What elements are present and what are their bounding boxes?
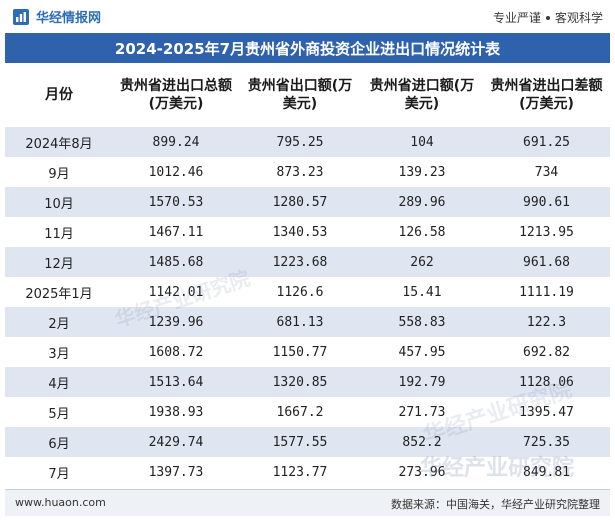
cell-total: 1239.96	[113, 307, 239, 337]
header-total: 贵州省进出口总额(万美元)	[113, 63, 239, 127]
brand-logo[interactable]: 华经情报网	[12, 7, 101, 26]
cell-export: 1340.53	[239, 217, 361, 247]
cell-export: 1123.77	[239, 457, 361, 487]
table-row: 9月 1012.46 873.23 139.23 734	[5, 157, 610, 187]
cell-month: 9月	[5, 157, 113, 187]
table-row: 7月 1397.73 1123.77 273.96 849.81	[5, 457, 610, 487]
cell-import: 139.23	[361, 157, 483, 187]
dot-separator-icon	[545, 15, 550, 20]
cell-month: 2月	[5, 307, 113, 337]
cell-total: 1485.68	[113, 247, 239, 277]
cell-balance: 734	[483, 157, 610, 187]
cell-month: 11月	[5, 217, 113, 247]
cell-balance: 1111.19	[483, 277, 610, 307]
cell-import: 104	[361, 127, 483, 157]
cell-export: 1126.6	[239, 277, 361, 307]
slogan: 专业严谨 客观科学	[493, 9, 603, 26]
table-header-row: 月份 贵州省进出口总额(万美元) 贵州省出口额(万美元) 贵州省进口额(万美元)…	[5, 63, 610, 127]
slogan-left: 专业严谨	[492, 11, 541, 25]
brand-name: 华经情报网	[36, 11, 102, 26]
header-balance: 贵州省进出口差额(万美元)	[483, 63, 610, 127]
table-row: 12月 1485.68 1223.68 262 961.68	[5, 247, 610, 277]
cell-import: 192.79	[361, 367, 483, 397]
cell-total: 1012.46	[113, 157, 239, 187]
cell-total: 899.24	[113, 127, 239, 157]
cell-export: 1280.57	[239, 187, 361, 217]
statistics-table: 月份 贵州省进出口总额(万美元) 贵州省出口额(万美元) 贵州省进口额(万美元)…	[5, 63, 610, 487]
cell-export: 795.25	[239, 127, 361, 157]
cell-balance: 725.35	[483, 427, 610, 457]
cell-import: 15.41	[361, 277, 483, 307]
table-row: 3月 1608.72 1150.77 457.95 692.82	[5, 337, 610, 367]
cell-total: 1467.11	[113, 217, 239, 247]
cell-total: 1570.53	[113, 187, 239, 217]
cell-export: 1667.2	[239, 397, 361, 427]
cell-month: 2025年1月	[5, 277, 113, 307]
cell-import: 271.73	[361, 397, 483, 427]
cell-total: 1608.72	[113, 337, 239, 367]
table-row: 5月 1938.93 1667.2 271.73 1395.47	[5, 397, 610, 427]
cell-month: 6月	[5, 427, 113, 457]
cell-import: 126.58	[361, 217, 483, 247]
table-body: 2024年8月 899.24 795.25 104 691.25 9月 1012.46 873…	[5, 127, 610, 487]
cell-export: 681.13	[239, 307, 361, 337]
table-row: 10月 1570.53 1280.57 289.96 990.61	[5, 187, 610, 217]
cell-import: 852.2	[361, 427, 483, 457]
cell-import: 457.95	[361, 337, 483, 367]
cell-export: 1320.85	[239, 367, 361, 397]
cell-export: 1150.77	[239, 337, 361, 367]
footer: www.huaon.com 数据来源：中国海关，华经产业研究院整理	[5, 489, 610, 516]
cell-balance: 849.81	[483, 457, 610, 487]
header-month: 月份	[5, 63, 113, 127]
cell-month: 10月	[5, 187, 113, 217]
table-row: 11月 1467.11 1340.53 126.58 1213.95	[5, 217, 610, 247]
cell-import: 273.96	[361, 457, 483, 487]
table-row: 4月 1513.64 1320.85 192.79 1128.06	[5, 367, 610, 397]
slogan-right: 客观科学	[554, 11, 603, 25]
cell-export: 873.23	[239, 157, 361, 187]
cell-export: 1577.55	[239, 427, 361, 457]
cell-balance: 1213.95	[483, 217, 610, 247]
footer-source: 数据来源：中国海关，华经产业研究院整理	[391, 498, 600, 511]
cell-balance: 990.61	[483, 187, 610, 217]
cell-balance: 692.82	[483, 337, 610, 367]
cell-total: 1397.73	[113, 457, 239, 487]
cell-import: 558.83	[361, 307, 483, 337]
header-import: 贵州省进口额(万美元)	[361, 63, 483, 127]
cell-month: 4月	[5, 367, 113, 397]
brand-logo-icon	[13, 8, 29, 25]
table-row: 6月 2429.74 1577.55 852.2 725.35	[5, 427, 610, 457]
cell-balance: 122.3	[483, 307, 610, 337]
table-row: 2025年1月 1142.01 1126.6 15.41 1111.19	[5, 277, 610, 307]
table-row: 2月 1239.96 681.13 558.83 122.3	[5, 307, 610, 337]
header-export: 贵州省出口额(万美元)	[239, 63, 361, 127]
cell-total: 1938.93	[113, 397, 239, 427]
cell-export: 1223.68	[239, 247, 361, 277]
footer-site-link[interactable]: www.huaon.com	[15, 496, 106, 509]
top-bar: 华经情报网 专业严谨 客观科学	[0, 0, 615, 33]
cell-balance: 1395.47	[483, 397, 610, 427]
cell-import: 289.96	[361, 187, 483, 217]
cell-total: 2429.74	[113, 427, 239, 457]
cell-total: 1513.64	[113, 367, 239, 397]
cell-total: 1142.01	[113, 277, 239, 307]
cell-month: 12月	[5, 247, 113, 277]
cell-month: 7月	[5, 457, 113, 487]
cell-month: 3月	[5, 337, 113, 367]
cell-balance: 691.25	[483, 127, 610, 157]
table-row: 2024年8月 899.24 795.25 104 691.25	[5, 127, 610, 157]
cell-import: 262	[361, 247, 483, 277]
cell-balance: 1128.06	[483, 367, 610, 397]
table-title: 2024-2025年7月贵州省外商投资企业进出口情况统计表	[5, 33, 610, 63]
cell-balance: 961.68	[483, 247, 610, 277]
cell-month: 2024年8月	[5, 127, 113, 157]
cell-month: 5月	[5, 397, 113, 427]
